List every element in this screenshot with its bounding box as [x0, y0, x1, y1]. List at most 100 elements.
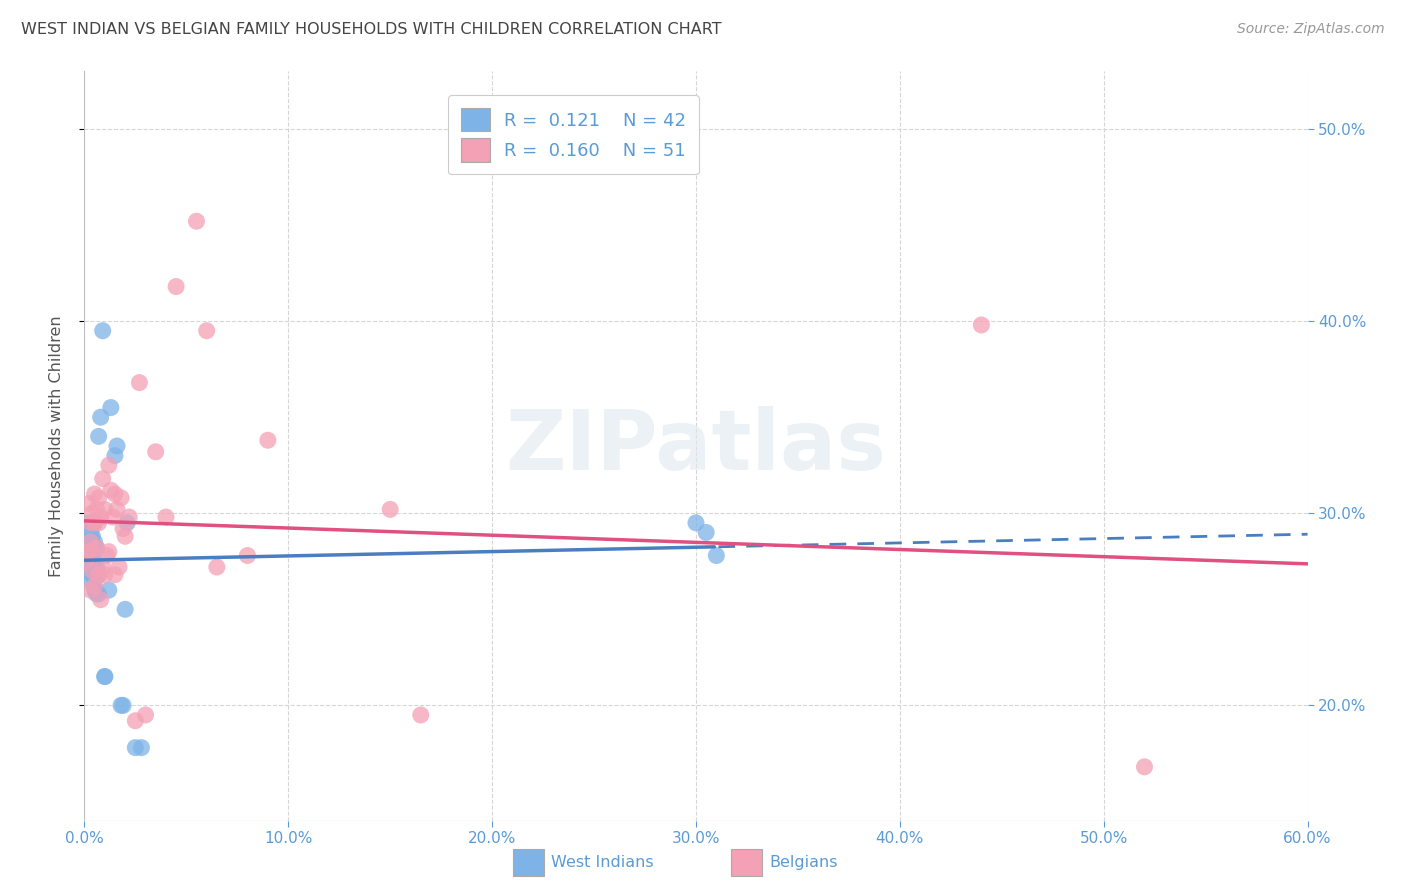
Point — [110, 491, 132, 505]
Point — [155, 510, 177, 524]
Point — [83, 535, 105, 549]
Point — [87, 491, 110, 505]
Point — [82, 549, 104, 563]
Text: ZIPatlas: ZIPatlas — [506, 406, 886, 486]
Point — [82, 529, 104, 543]
Point — [128, 376, 150, 390]
Point — [131, 740, 153, 755]
Point — [115, 516, 138, 530]
Point — [1133, 760, 1156, 774]
Point — [87, 567, 110, 582]
Point — [104, 567, 127, 582]
Point — [79, 544, 101, 558]
Point — [195, 324, 218, 338]
Point — [108, 560, 131, 574]
Point — [706, 549, 728, 563]
Point — [145, 444, 167, 458]
Point — [165, 279, 187, 293]
Point — [186, 214, 208, 228]
Point — [82, 560, 104, 574]
Point — [90, 510, 112, 524]
Point — [79, 541, 101, 555]
Point — [75, 535, 97, 549]
Point — [93, 502, 115, 516]
Text: WEST INDIAN VS BELGIAN FAMILY HOUSEHOLDS WITH CHILDREN CORRELATION CHART: WEST INDIAN VS BELGIAN FAMILY HOUSEHOLDS… — [21, 22, 721, 37]
Point — [124, 740, 146, 755]
Point — [75, 554, 97, 568]
Point — [86, 587, 108, 601]
Point — [97, 458, 120, 473]
Point — [100, 401, 122, 415]
Point — [82, 516, 104, 530]
Point — [104, 449, 127, 463]
Point — [970, 318, 993, 332]
Point — [86, 502, 108, 516]
Point — [83, 579, 105, 593]
Point — [91, 560, 114, 574]
Point — [83, 487, 105, 501]
Point — [79, 525, 101, 540]
Point — [83, 516, 105, 530]
Point — [93, 567, 115, 582]
Point — [87, 429, 110, 443]
Point — [79, 554, 101, 568]
Point — [91, 472, 114, 486]
Point — [87, 516, 110, 530]
Point — [97, 583, 120, 598]
Point — [75, 516, 97, 530]
Point — [83, 583, 105, 598]
Point — [257, 434, 280, 448]
Point — [83, 574, 105, 588]
Point — [124, 714, 146, 728]
Point — [77, 564, 100, 578]
Point — [77, 574, 100, 588]
Point — [77, 497, 100, 511]
Point — [112, 522, 135, 536]
Legend: R =  0.121    N = 42, R =  0.160    N = 51: R = 0.121 N = 42, R = 0.160 N = 51 — [449, 95, 699, 174]
Point — [83, 554, 105, 568]
Point — [90, 410, 112, 425]
Point — [380, 502, 402, 516]
Point — [79, 516, 101, 530]
Y-axis label: Family Households with Children: Family Households with Children — [49, 315, 63, 577]
Point — [105, 502, 128, 516]
Point — [114, 602, 136, 616]
Point — [105, 439, 128, 453]
Point — [100, 483, 122, 498]
Point — [93, 669, 115, 683]
Point — [87, 567, 110, 582]
Point — [135, 708, 157, 723]
Point — [409, 708, 432, 723]
Point — [93, 669, 115, 683]
Point — [86, 541, 108, 555]
Text: Belgians: Belgians — [769, 855, 838, 870]
Text: West Indians: West Indians — [551, 855, 654, 870]
Point — [96, 549, 118, 563]
Point — [87, 587, 110, 601]
Point — [82, 506, 104, 520]
Point — [82, 564, 104, 578]
Point — [236, 549, 259, 563]
Point — [101, 510, 124, 524]
Point — [110, 698, 132, 713]
Point — [104, 487, 127, 501]
Point — [91, 324, 114, 338]
Point — [685, 516, 707, 530]
Point — [695, 525, 717, 540]
Point — [83, 516, 105, 530]
Point — [205, 560, 228, 574]
Point — [97, 544, 120, 558]
Text: Source: ZipAtlas.com: Source: ZipAtlas.com — [1237, 22, 1385, 37]
Point — [114, 529, 136, 543]
Point — [79, 583, 101, 598]
Point — [118, 510, 141, 524]
Point — [90, 592, 112, 607]
Point — [86, 560, 108, 574]
Point — [77, 544, 100, 558]
Point — [112, 698, 135, 713]
Point — [82, 544, 104, 558]
Point — [82, 567, 104, 582]
Point — [86, 541, 108, 555]
Point — [79, 535, 101, 549]
Point — [77, 544, 100, 558]
